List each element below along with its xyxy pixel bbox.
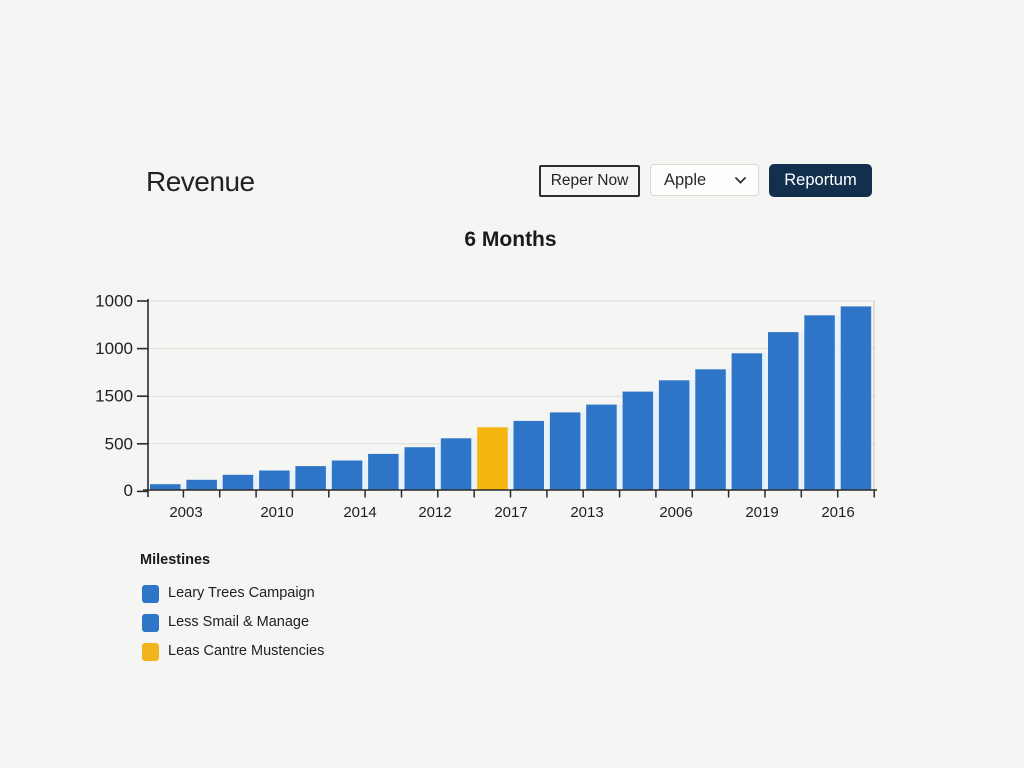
svg-text:500: 500 bbox=[105, 434, 133, 453]
svg-text:0: 0 bbox=[124, 481, 133, 500]
svg-text:1000: 1000 bbox=[95, 292, 133, 311]
svg-text:2010: 2010 bbox=[260, 504, 293, 521]
svg-text:1500: 1500 bbox=[95, 387, 133, 406]
svg-text:2012: 2012 bbox=[418, 504, 451, 521]
svg-text:2006: 2006 bbox=[659, 504, 692, 521]
svg-text:2019: 2019 bbox=[745, 504, 778, 521]
svg-text:1000: 1000 bbox=[95, 339, 133, 358]
svg-text:2013: 2013 bbox=[570, 504, 603, 521]
svg-text:2017: 2017 bbox=[494, 504, 527, 521]
svg-text:2016: 2016 bbox=[821, 504, 854, 521]
svg-text:2014: 2014 bbox=[343, 504, 376, 521]
svg-text:2003: 2003 bbox=[169, 504, 202, 521]
